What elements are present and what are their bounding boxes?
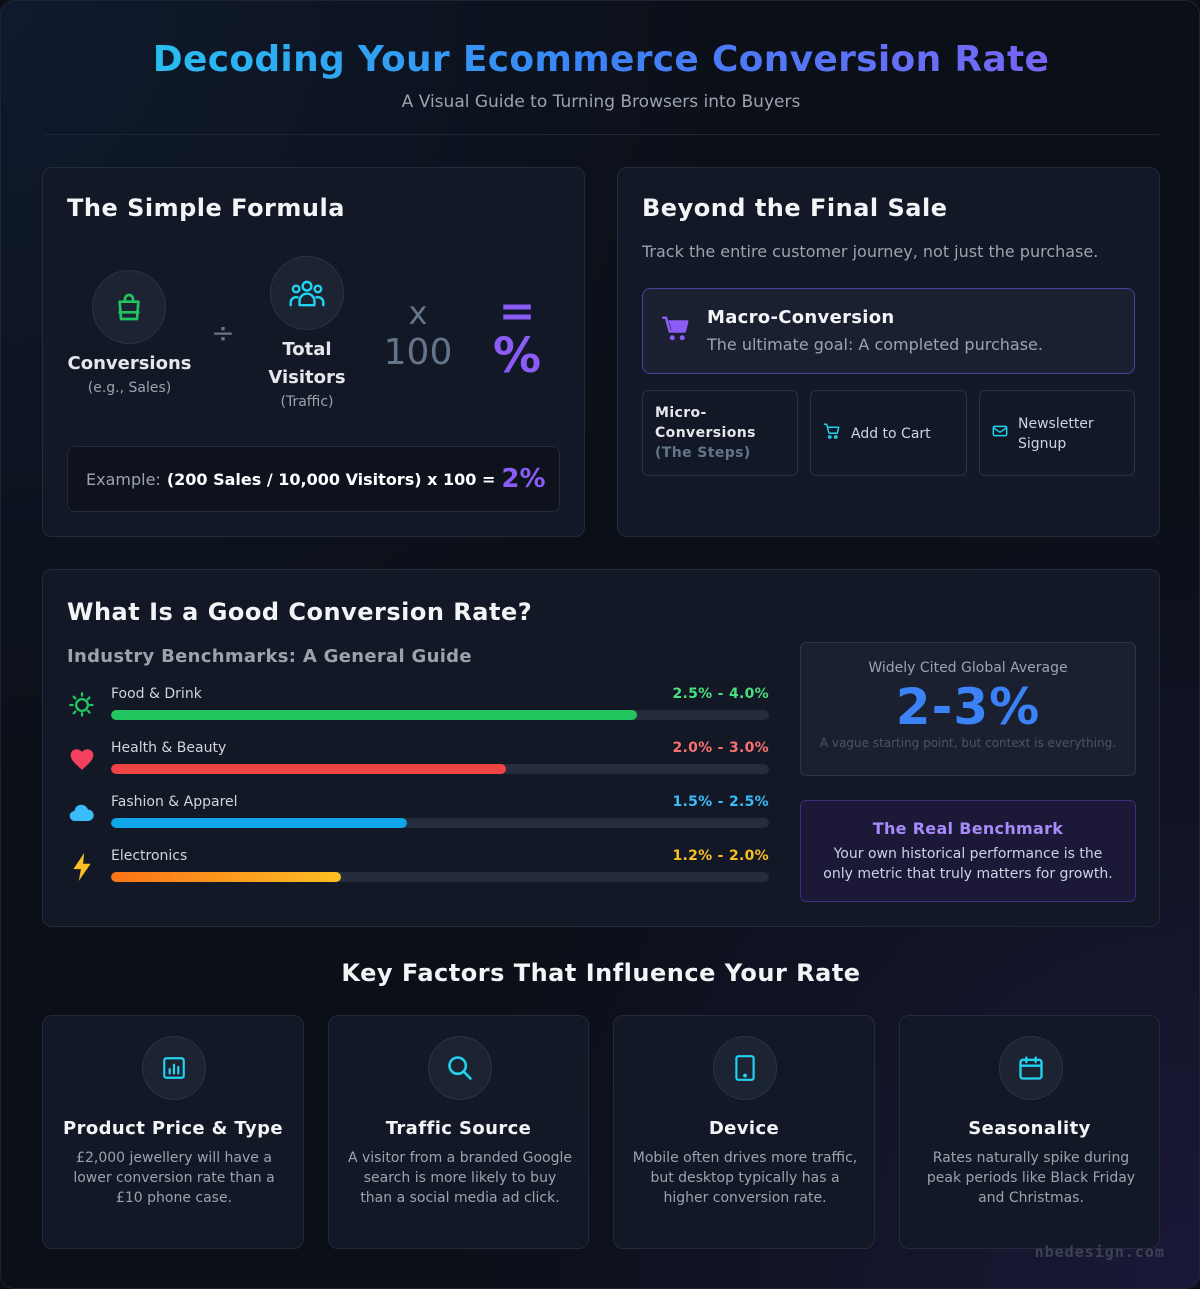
tablet-icon bbox=[713, 1036, 777, 1100]
formula-example: Example: (200 Sales / 10,000 Visitors) x… bbox=[67, 446, 560, 512]
factor-card-device: Device Mobile often drives more traffic,… bbox=[613, 1015, 875, 1249]
conversions-label: Conversions bbox=[67, 353, 192, 374]
benchmark-range: 1.2% - 2.0% bbox=[672, 848, 769, 864]
times-value: 100 bbox=[383, 332, 453, 373]
heart-icon bbox=[67, 744, 97, 774]
page-subtitle: A Visual Guide to Turning Browsers into … bbox=[401, 92, 801, 112]
search-icon bbox=[428, 1036, 492, 1100]
benchmark-track bbox=[111, 764, 769, 774]
benchmark-track bbox=[111, 872, 769, 882]
bar-chart-icon bbox=[142, 1036, 206, 1100]
benchmark-row: Health & Beauty 2.0% - 3.0% bbox=[67, 740, 769, 780]
micro-item-row: Add to Cart bbox=[823, 391, 931, 477]
example-label: Example: bbox=[86, 469, 161, 489]
newsletter-label: Newsletter Signup bbox=[1018, 414, 1094, 454]
header-divider bbox=[43, 134, 1159, 135]
page-title: Decoding Your Ecommerce Conversion Rate bbox=[1, 39, 1199, 80]
micro-item-add-to-cart: Add to Cart bbox=[810, 390, 967, 476]
example-result: 2% bbox=[501, 464, 546, 494]
micro-item-newsletter: Newsletter Signup bbox=[979, 390, 1135, 476]
benchmark-name: Food & Drink bbox=[111, 686, 202, 702]
shopping-bag-icon bbox=[92, 270, 166, 344]
factor-title: Seasonality bbox=[968, 1118, 1091, 1139]
food-icon bbox=[67, 690, 97, 720]
formula-title: The Simple Formula bbox=[67, 194, 345, 222]
benchmarks-title: Industry Benchmarks: A General Guide bbox=[67, 646, 472, 667]
benchmark-name: Electronics bbox=[111, 848, 188, 864]
good-rate-title: What Is a Good Conversion Rate? bbox=[67, 598, 533, 626]
benchmark-track bbox=[111, 710, 769, 720]
benchmark-fill bbox=[111, 872, 342, 882]
watermark: nbedesign.com bbox=[1034, 1243, 1165, 1261]
micro-conversions-label-box: Micro- Conversions (The Steps) bbox=[642, 390, 798, 476]
benchmark-name: Health & Beauty bbox=[111, 740, 227, 756]
factor-card-traffic-source: Traffic Source A visitor from a branded … bbox=[328, 1015, 589, 1249]
average-note: A vague starting point, but context is e… bbox=[819, 736, 1117, 750]
real-benchmark-title: The Real Benchmark bbox=[872, 819, 1064, 838]
macro-conversion-box: Macro-Conversion The ultimate goal: A co… bbox=[642, 288, 1135, 374]
average-value: 2-3% bbox=[895, 678, 1041, 736]
good-rate-card: What Is a Good Conversion Rate? Industry… bbox=[42, 569, 1160, 927]
real-benchmark-desc: Your own historical performance is the o… bbox=[823, 846, 1113, 882]
newsletter-line1: Newsletter bbox=[1018, 416, 1094, 432]
beyond-description: Track the entire customer journey, not j… bbox=[642, 242, 1099, 261]
factors-title: Key Factors That Influence Your Rate bbox=[341, 959, 861, 987]
users-group-icon bbox=[270, 256, 344, 330]
calendar-icon bbox=[999, 1036, 1063, 1100]
macro-title: Macro-Conversion bbox=[707, 307, 895, 328]
mail-icon bbox=[992, 424, 1008, 444]
micro-label-line2: Conversions bbox=[655, 425, 756, 441]
times-operator: x bbox=[408, 294, 428, 332]
newsletter-line2: Signup bbox=[1018, 436, 1067, 452]
benchmark-range: 2.5% - 4.0% bbox=[672, 686, 769, 702]
benchmark-fill bbox=[111, 818, 408, 828]
micro-conversions-label: Micro- Conversions (The Steps) bbox=[655, 403, 795, 463]
macro-description: The ultimate goal: A completed purchase. bbox=[707, 335, 1043, 354]
cart-icon bbox=[823, 422, 841, 446]
equals-operator: = bbox=[498, 286, 536, 337]
benchmark-range: 2.0% - 3.0% bbox=[672, 740, 769, 756]
micro-item-row: Newsletter Signup bbox=[992, 391, 1094, 477]
global-average-box: Widely Cited Global Average 2-3% A vague… bbox=[800, 642, 1136, 776]
cloud-icon bbox=[67, 798, 97, 828]
percent-symbol: % bbox=[492, 328, 542, 384]
example-calc: (200 Sales / 10,000 Visitors) x 100 = bbox=[166, 469, 496, 489]
beyond-title: Beyond the Final Sale bbox=[642, 194, 948, 222]
factor-card-seasonality: Seasonality Rates naturally spike during… bbox=[899, 1015, 1160, 1249]
factor-title: Device bbox=[708, 1118, 780, 1139]
formula-card: The Simple Formula Conversions (e.g., Sa… bbox=[42, 167, 585, 537]
benchmark-row: Food & Drink 2.5% - 4.0% bbox=[67, 686, 769, 726]
add-to-cart-label: Add to Cart bbox=[851, 426, 931, 442]
lightning-icon bbox=[67, 852, 97, 882]
benchmark-range: 1.5% - 2.5% bbox=[672, 794, 769, 810]
cart-icon bbox=[661, 315, 691, 347]
benchmark-fill bbox=[111, 764, 506, 774]
visitors-sub: (Traffic) bbox=[280, 394, 334, 410]
benchmark-row: Electronics 1.2% - 2.0% bbox=[67, 848, 769, 888]
micro-sub: (The Steps) bbox=[655, 445, 751, 461]
factor-desc: A visitor from a branded Google search i… bbox=[347, 1150, 572, 1206]
benchmark-fill bbox=[111, 710, 638, 720]
factor-desc: Rates naturally spike during peak period… bbox=[926, 1150, 1136, 1206]
micro-label-line1: Micro- bbox=[655, 405, 707, 421]
visitors-label-line1: Total bbox=[282, 339, 332, 360]
factor-desc: Mobile often drives more traffic, but de… bbox=[632, 1150, 858, 1206]
factor-desc: £2,000 jewellery will have a lower conve… bbox=[73, 1150, 275, 1206]
factor-title: Traffic Source bbox=[385, 1118, 532, 1139]
benchmark-name: Fashion & Apparel bbox=[111, 794, 238, 810]
beyond-sale-card: Beyond the Final Sale Track the entire c… bbox=[617, 167, 1160, 537]
factor-card-product-price: Product Price & Type £2,000 jewellery wi… bbox=[42, 1015, 304, 1249]
visitors-label: Total Visitors bbox=[237, 336, 377, 392]
conversions-sub: (e.g., Sales) bbox=[87, 380, 172, 396]
average-label: Widely Cited Global Average bbox=[868, 660, 1068, 676]
factor-title: Product Price & Type bbox=[63, 1118, 283, 1139]
benchmark-row: Fashion & Apparel 1.5% - 2.5% bbox=[67, 794, 769, 834]
real-benchmark-box: The Real Benchmark Your own historical p… bbox=[800, 800, 1136, 902]
benchmark-track bbox=[111, 818, 769, 828]
divide-operator: ÷ bbox=[211, 316, 235, 349]
visitors-label-line2: Visitors bbox=[268, 367, 346, 388]
